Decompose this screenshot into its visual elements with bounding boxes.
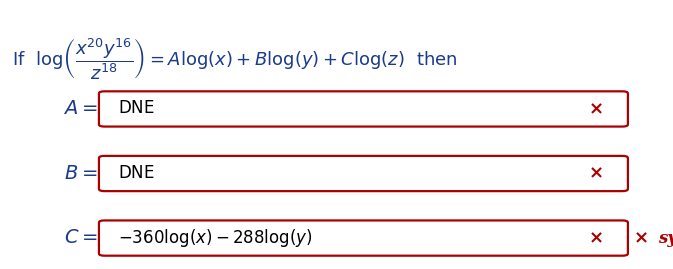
Text: $\mathrm{DNE}$: $\mathrm{DNE}$ xyxy=(118,100,154,118)
Text: $B =$: $B =$ xyxy=(64,165,98,182)
Text: $\mathrm{If} \ \ \log\!\left(\dfrac{x^{20}y^{16}}{z^{18}}\right) = A\log(x) + B\: $\mathrm{If} \ \ \log\!\left(\dfrac{x^{2… xyxy=(12,36,458,82)
Text: $-360\log(x) - 288\log(y)$: $-360\log(x) - 288\log(y)$ xyxy=(118,227,312,249)
FancyBboxPatch shape xyxy=(99,221,628,256)
Text: $\mathbf{\times}$: $\mathbf{\times}$ xyxy=(633,229,647,247)
Text: $\mathrm{DNE}$: $\mathrm{DNE}$ xyxy=(118,165,154,182)
Text: $\mathbf{\times}$: $\mathbf{\times}$ xyxy=(588,100,603,118)
Text: $C =$: $C =$ xyxy=(64,229,98,247)
Text: syntax incomplete.: syntax incomplete. xyxy=(658,229,673,247)
FancyBboxPatch shape xyxy=(99,156,628,191)
FancyBboxPatch shape xyxy=(99,91,628,127)
Text: $\mathbf{\times}$: $\mathbf{\times}$ xyxy=(588,165,603,182)
Text: $A =$: $A =$ xyxy=(63,100,98,118)
Text: $\mathbf{\times}$: $\mathbf{\times}$ xyxy=(588,229,603,247)
